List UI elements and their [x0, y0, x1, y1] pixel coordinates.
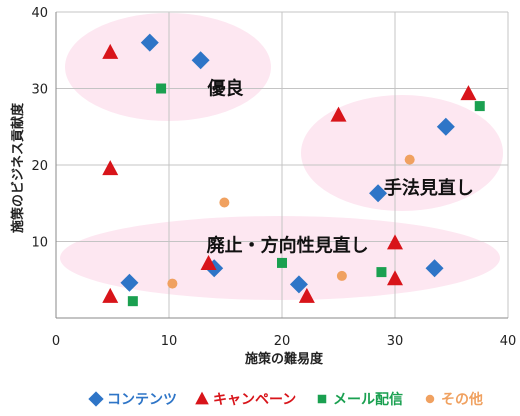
tick-labels: 0 10 20 30 40 10 20 30 40	[31, 6, 516, 349]
legend-label-3: その他	[441, 391, 483, 408]
point-diamond-0-5	[120, 273, 139, 292]
point-circle-3-2	[336, 270, 347, 281]
point-diamond-0-3	[369, 184, 388, 203]
point-triangle-1-1	[460, 85, 477, 101]
y-tick-label-0: 10	[31, 236, 48, 251]
y-tick-label-2: 30	[31, 83, 48, 98]
point-diamond-0-0	[140, 33, 159, 52]
point-triangle-1-0	[102, 43, 119, 59]
zone-ellipse-method-review	[301, 95, 503, 211]
point-square-2-2	[277, 257, 287, 268]
x-axis-title: 施策の難易度	[245, 351, 324, 367]
zone-label-1: 手法見直し	[384, 177, 474, 199]
y-tick-label-1: 20	[31, 159, 48, 174]
legend-label-1: キャンペーン	[213, 392, 296, 408]
legend-label-2: メール配信	[333, 391, 403, 408]
axes	[55, 12, 508, 319]
zone-label-2: 廃止・方向性見直し	[207, 234, 369, 256]
data-points	[102, 33, 485, 307]
y-tick-label-3: 40	[31, 6, 48, 21]
legend-marker-3	[425, 394, 435, 404]
x-tick-label-3: 30	[387, 334, 404, 349]
x-tick-label-4: 40	[500, 334, 517, 349]
point-diamond-0-1	[191, 51, 210, 70]
point-triangle-1-4	[387, 234, 403, 250]
zone-label-0: 優良	[207, 78, 244, 100]
legend-marker-1	[195, 391, 209, 405]
zone-ellipse-excellent	[65, 13, 271, 121]
point-triangle-1-8	[298, 287, 315, 303]
point-diamond-0-4	[425, 259, 444, 278]
point-triangle-1-7	[102, 287, 119, 303]
x-tick-label-1: 10	[161, 334, 178, 349]
x-tick-label-2: 20	[274, 334, 291, 349]
point-square-2-4	[127, 296, 138, 307]
x-tick-label-0: 0	[52, 334, 60, 349]
legend-marker-2	[317, 394, 327, 404]
y-axis-title: 施策のビジネス貢献度	[10, 102, 26, 233]
point-circle-3-1	[219, 197, 230, 208]
point-square-2-0	[156, 83, 167, 94]
legend-label-0: コンテンツ	[107, 392, 177, 408]
point-circle-3-0	[404, 154, 415, 165]
point-diamond-0-2	[436, 117, 455, 136]
point-square-2-3	[376, 267, 387, 278]
point-circle-3-3	[167, 278, 178, 289]
point-triangle-1-2	[330, 106, 347, 122]
point-triangle-1-5	[200, 254, 217, 270]
gridlines	[56, 11, 509, 318]
legend: コンテンツ キャンペーン メール配信 その他	[88, 391, 483, 408]
point-square-2-1	[474, 101, 485, 112]
point-triangle-1-6	[387, 270, 403, 286]
point-triangle-1-3	[102, 160, 119, 176]
legend-marker-0	[88, 391, 104, 407]
point-diamond-0-7	[289, 275, 308, 294]
